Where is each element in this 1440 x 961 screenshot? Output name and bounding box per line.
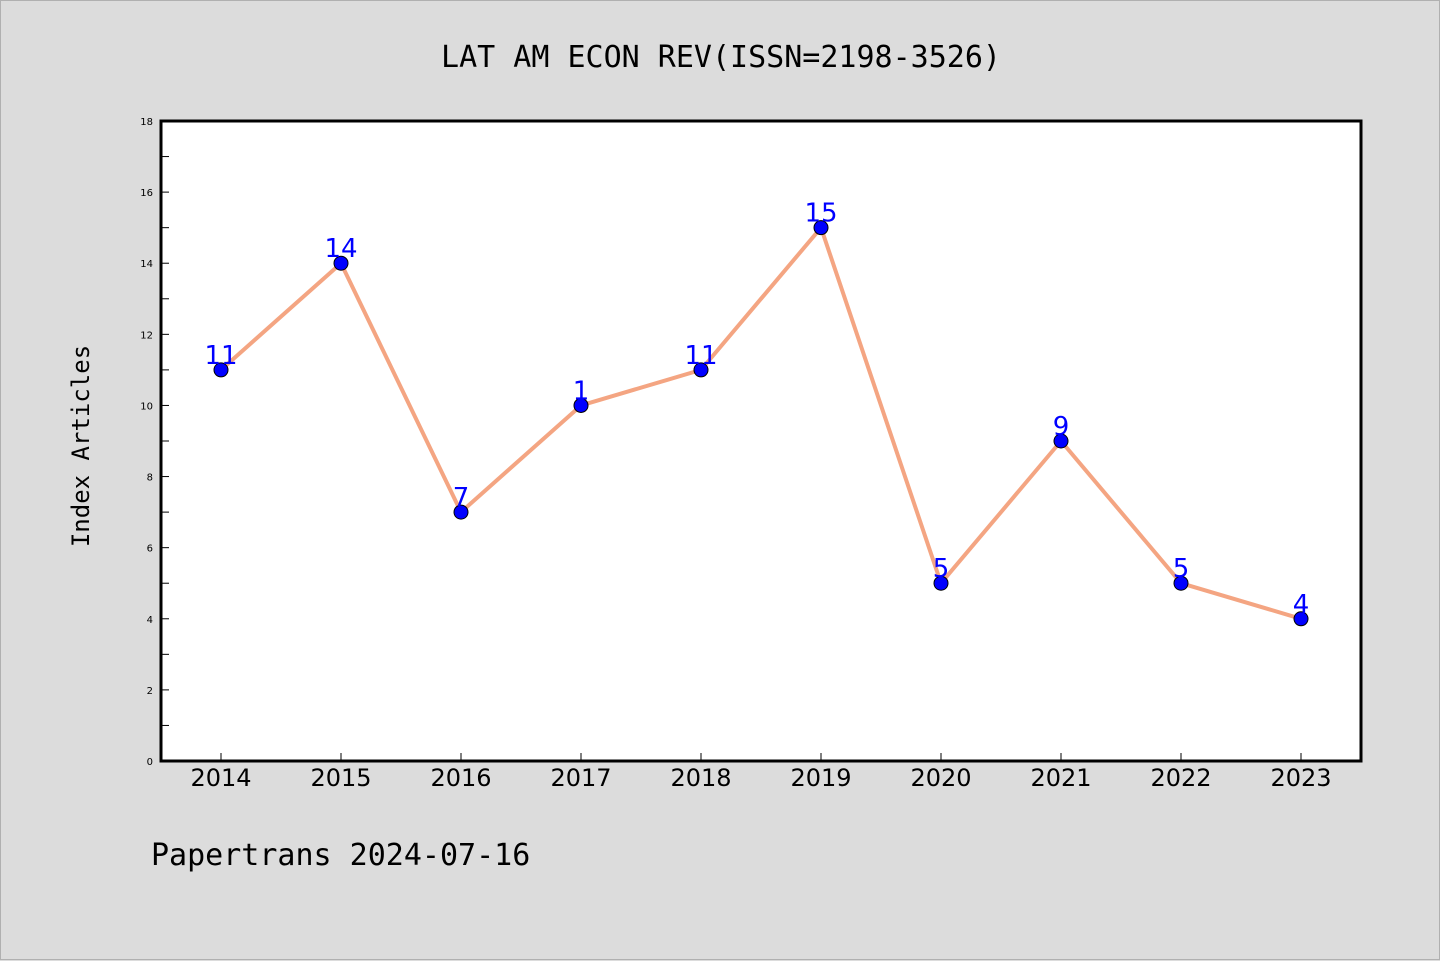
y-tick-label: 6 (147, 544, 153, 555)
y-tick-label: 10 (140, 401, 153, 412)
data-point (1293, 611, 1309, 627)
data-point (573, 397, 589, 413)
data-label: 7 (453, 483, 470, 513)
data-point (813, 220, 829, 236)
data-label: 9 (1053, 412, 1070, 442)
data-point (213, 362, 229, 378)
data-point (453, 504, 469, 520)
y-tick-label: 18 (140, 117, 153, 128)
data-label: 5 (1173, 554, 1190, 584)
y-tick-label: 0 (147, 757, 153, 768)
plot-area (161, 121, 1361, 761)
y-tick-label: 2 (147, 686, 153, 697)
data-label: 4 (1293, 590, 1310, 620)
data-point (693, 362, 709, 378)
x-tick-label: 2020 (910, 764, 971, 792)
x-tick-label: 2014 (190, 764, 251, 792)
chart-title: LAT AM ECON REV(ISSN=2198-3526) (441, 40, 1001, 75)
x-tick-label: 2023 (1270, 764, 1331, 792)
plot-border (159, 119, 1363, 763)
x-tick-label: 2016 (430, 764, 491, 792)
x-tick-label: 2017 (550, 764, 611, 792)
x-tick-label: 2021 (1030, 764, 1091, 792)
data-point (1053, 433, 1069, 449)
data-label: 1 (573, 376, 590, 406)
y-tick-label: 4 (147, 615, 153, 626)
data-label: 14 (324, 234, 357, 264)
y-tick-label: 8 (147, 473, 153, 484)
x-tick-label: 2019 (790, 764, 851, 792)
y-tick-label: 16 (140, 188, 153, 199)
data-point (933, 575, 949, 591)
x-tick-label: 2018 (670, 764, 731, 792)
data-label: 15 (804, 199, 837, 229)
footer-credit: Papertrans 2024-07-16 (151, 838, 530, 873)
y-axis-label: Index Articles (67, 345, 95, 547)
data-label: 11 (204, 341, 237, 371)
data-label: 5 (933, 554, 950, 584)
data-point (1173, 575, 1189, 591)
series-line-group (219, 225, 1302, 621)
x-tick-label: 2022 (1150, 764, 1211, 792)
x-tick-label: 2015 (310, 764, 371, 792)
y-tick-label: 12 (140, 330, 153, 341)
y-tick-label: 14 (140, 259, 153, 270)
series-line (219, 225, 1302, 621)
data-label: 11 (684, 341, 717, 371)
data-points-group (213, 220, 1309, 627)
data-point (333, 255, 349, 271)
